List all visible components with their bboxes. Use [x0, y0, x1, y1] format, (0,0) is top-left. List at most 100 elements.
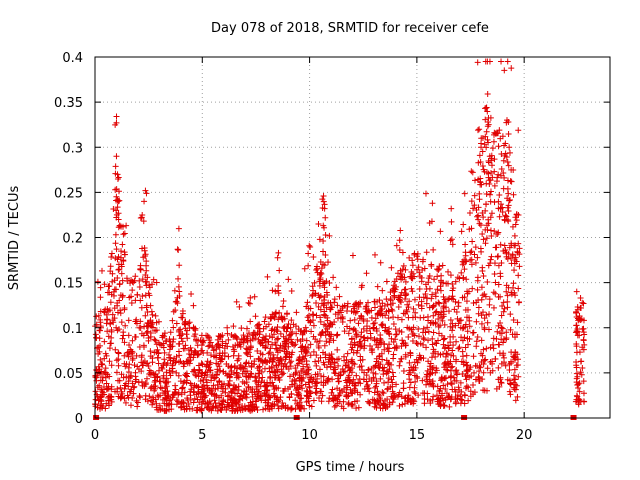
data-point — [143, 360, 150, 367]
data-point — [306, 383, 313, 390]
data-point — [500, 308, 507, 315]
data-point — [351, 301, 358, 308]
data-point — [337, 389, 344, 396]
data-point — [456, 275, 463, 282]
data-point — [261, 335, 268, 342]
data-point — [485, 139, 492, 146]
data-point — [464, 362, 471, 369]
data-point — [429, 335, 436, 342]
data-point — [314, 269, 321, 276]
data-point — [147, 385, 154, 392]
data-point — [313, 385, 320, 392]
data-point — [262, 344, 269, 351]
data-point — [381, 364, 388, 371]
data-point — [459, 371, 466, 378]
data-point — [119, 277, 126, 284]
data-point — [392, 344, 399, 351]
data-point — [507, 178, 514, 185]
data-point — [114, 196, 121, 203]
data-point — [429, 341, 436, 348]
data-point — [198, 347, 205, 354]
data-point — [490, 335, 497, 342]
data-point — [483, 235, 490, 242]
data-point — [491, 168, 498, 175]
data-point — [421, 400, 428, 407]
data-point — [488, 233, 495, 240]
data-point — [496, 191, 503, 198]
data-point — [235, 396, 242, 403]
data-point — [336, 293, 343, 300]
data-point — [143, 190, 150, 197]
data-point — [319, 196, 326, 203]
data-point — [166, 369, 173, 376]
data-point — [143, 375, 150, 382]
data-point — [505, 131, 512, 138]
data-point — [421, 336, 428, 343]
data-point — [194, 342, 201, 349]
data-point — [506, 361, 513, 368]
data-point — [99, 389, 106, 396]
data-point — [374, 337, 381, 344]
data-point — [391, 278, 398, 285]
data-point — [423, 249, 430, 256]
data-point — [225, 336, 232, 343]
data-point — [508, 260, 515, 267]
data-point — [364, 335, 371, 342]
data-point — [498, 201, 505, 208]
data-point — [264, 402, 271, 409]
data-point — [391, 392, 398, 399]
data-point — [490, 345, 497, 352]
data-point — [318, 398, 325, 405]
data-point — [398, 355, 405, 362]
data-point — [179, 385, 186, 392]
data-point — [321, 321, 328, 328]
data-point — [475, 373, 482, 380]
data-point — [127, 280, 134, 287]
data-point — [573, 327, 580, 334]
data-points — [92, 58, 588, 415]
data-point — [97, 284, 104, 291]
data-point — [393, 331, 400, 338]
data-point — [580, 378, 587, 385]
data-point — [132, 333, 139, 340]
data-point — [126, 374, 133, 381]
data-point — [445, 268, 452, 275]
data-point — [118, 270, 125, 277]
data-point — [200, 382, 207, 389]
data-point — [444, 367, 451, 374]
data-point — [434, 273, 441, 280]
data-point — [453, 367, 460, 374]
data-point — [316, 236, 323, 243]
data-point — [130, 279, 137, 286]
data-point — [413, 340, 420, 347]
data-point — [307, 341, 314, 348]
data-point — [487, 188, 494, 195]
data-point — [343, 308, 350, 315]
data-point — [484, 226, 491, 233]
data-point — [267, 394, 274, 401]
data-point — [269, 334, 276, 341]
data-point — [573, 358, 580, 365]
data-point — [230, 352, 237, 359]
data-point — [379, 287, 386, 294]
data-point — [424, 367, 431, 374]
data-point — [406, 298, 413, 305]
data-point — [152, 337, 159, 344]
data-point — [400, 262, 407, 269]
data-point — [264, 379, 271, 386]
data-point — [112, 231, 119, 238]
data-point — [170, 336, 177, 343]
data-point — [160, 390, 167, 397]
data-point — [506, 244, 513, 251]
data-point — [481, 357, 488, 364]
data-point — [423, 300, 430, 307]
data-point — [224, 330, 231, 337]
data-point — [396, 327, 403, 334]
data-point — [485, 159, 492, 166]
data-point — [411, 251, 418, 258]
data-point — [273, 362, 280, 369]
data-point — [382, 312, 389, 319]
data-point — [317, 354, 324, 361]
data-point — [96, 342, 103, 349]
